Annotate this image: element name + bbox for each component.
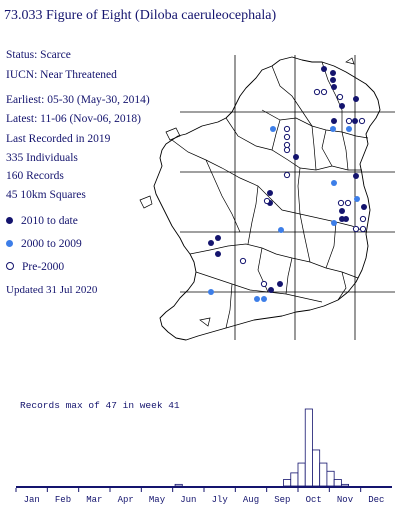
squares-text: 45 10km Squares xyxy=(6,189,86,201)
legend-item-old: Pre-2000 xyxy=(6,261,65,274)
histogram-month-label-apr: Apr xyxy=(118,495,134,505)
histogram-month-label-sep: Sep xyxy=(274,495,290,505)
updated-text: Updated 31 Jul 2020 xyxy=(6,284,98,296)
records-text: 160 Records xyxy=(6,170,64,182)
distribution-map xyxy=(139,55,395,341)
histogram-month-label-may: May xyxy=(149,495,166,505)
histogram-bar-week-44 xyxy=(326,470,335,487)
island-shapes xyxy=(139,57,355,327)
histogram-month-label-aug: Aug xyxy=(243,495,259,505)
histogram-month-ticks xyxy=(15,488,362,492)
status-text: Status: Scarce xyxy=(6,49,71,61)
histogram-bar-week-41 xyxy=(304,408,313,487)
records-pre-2000 xyxy=(239,88,367,288)
histogram-bar-week-39 xyxy=(290,472,299,487)
legend-item-recent: 2010 to date xyxy=(6,215,78,228)
legend-item-mid: 2000 to 2009 xyxy=(6,238,82,251)
legend-old-marker xyxy=(6,262,14,271)
histogram-bars xyxy=(174,408,350,487)
histogram-month-label-feb: Feb xyxy=(55,495,71,505)
weekly-records-histogram: Records max of 47 in week 41 Jan Feb Mar Ap… xyxy=(15,400,392,505)
records-2010-to-date xyxy=(208,66,367,293)
legend-recent-marker xyxy=(6,216,13,224)
legend-mid-marker xyxy=(6,239,13,247)
ireland-outline xyxy=(153,56,381,341)
histogram-title: Records max of 47 in week 41 xyxy=(20,400,180,411)
individuals-text: 335 Individuals xyxy=(6,152,78,164)
histogram-month-label-jun: Jun xyxy=(180,495,196,505)
histogram-month-label-nov: Nov xyxy=(337,495,354,505)
histogram-month-label-mar: Mar xyxy=(86,495,102,505)
histogram-bar-week-46 xyxy=(340,483,350,487)
histogram-month-label-dec: Dec xyxy=(368,495,384,505)
histogram-month-labels: Jan Feb Mar Apr May Jun Jly Aug Sep Oct Nov Dec xyxy=(24,495,385,505)
map-grid xyxy=(180,55,395,340)
iucn-text: IUCN: Near Threatened xyxy=(6,69,117,81)
legend-recent-label: 2010 to date xyxy=(21,215,78,227)
histogram-bar-week-23 xyxy=(174,483,183,487)
legend-old-label: Pre-2000 xyxy=(22,261,65,273)
histogram-month-label-oct: Oct xyxy=(306,495,322,505)
legend-mid-label: 2000 to 2009 xyxy=(21,238,82,250)
histogram-bar-week-43 xyxy=(319,462,328,487)
histogram-bar-week-38 xyxy=(283,479,292,487)
records-2000-to-2009 xyxy=(208,126,360,302)
species-title: 73.033 Figure of Eight (Diloba caeruleoc… xyxy=(4,8,277,23)
histogram-bar-week-45 xyxy=(333,479,342,487)
last-recorded-text: Last Recorded in 2019 xyxy=(6,133,111,145)
histogram-month-label-jly: Jly xyxy=(212,495,229,505)
county-boundaries xyxy=(171,61,369,329)
histogram-month-label-jan: Jan xyxy=(24,495,40,505)
histogram-bar-week-42 xyxy=(312,449,321,487)
histogram-bar-week-40 xyxy=(297,462,306,487)
earliest-text: Earliest: 05-30 (May-30, 2014) xyxy=(6,94,150,106)
latest-text: Latest: 11-06 (Nov-06, 2018) xyxy=(6,113,141,125)
